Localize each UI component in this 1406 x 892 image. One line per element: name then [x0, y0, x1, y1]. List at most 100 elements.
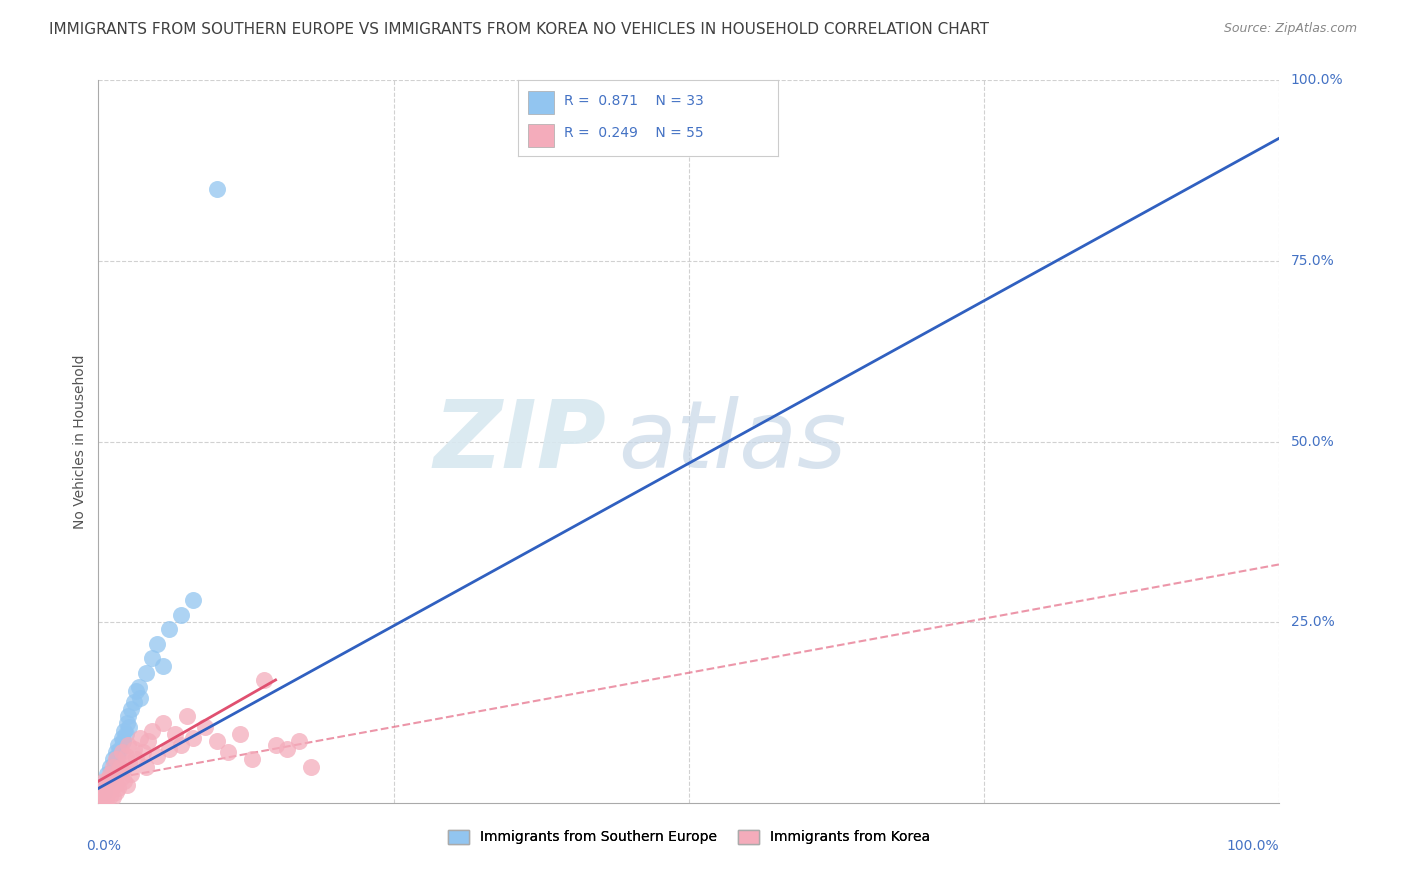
- Point: [105, 745, 128, 759]
- Point: [170, 738, 193, 752]
- Text: 25.0%: 25.0%: [1291, 615, 1334, 629]
- Point: [146, 748, 169, 763]
- Point: [146, 637, 169, 651]
- Text: Source: ZipAtlas.com: Source: ZipAtlas.com: [1223, 22, 1357, 36]
- Point: [107, 738, 129, 752]
- Point: [125, 752, 148, 766]
- Point: [205, 182, 228, 196]
- Point: [105, 767, 128, 781]
- Point: [121, 767, 143, 781]
- Point: [229, 727, 252, 741]
- Point: [217, 745, 239, 759]
- Point: [288, 734, 311, 748]
- Point: [93, 774, 115, 789]
- Point: [132, 745, 155, 759]
- Text: ZIP: ZIP: [433, 395, 606, 488]
- Legend: Immigrants from Southern Europe, Immigrants from Korea: Immigrants from Southern Europe, Immigra…: [443, 824, 935, 850]
- Point: [117, 709, 139, 723]
- Point: [108, 741, 131, 756]
- Point: [103, 774, 125, 789]
- Point: [141, 723, 163, 738]
- Point: [115, 716, 138, 731]
- Point: [100, 771, 122, 785]
- Point: [170, 607, 193, 622]
- Point: [118, 720, 141, 734]
- Point: [101, 790, 124, 805]
- Point: [111, 731, 134, 745]
- Point: [103, 764, 125, 778]
- Point: [276, 741, 298, 756]
- Point: [181, 731, 204, 745]
- Point: [111, 745, 134, 759]
- Point: [157, 741, 180, 756]
- Point: [93, 785, 115, 799]
- Point: [112, 723, 135, 738]
- Text: 75.0%: 75.0%: [1291, 254, 1334, 268]
- Point: [91, 781, 114, 796]
- Point: [93, 789, 115, 803]
- Point: [89, 792, 111, 806]
- Point: [112, 764, 135, 778]
- Y-axis label: No Vehicles in Household: No Vehicles in Household: [73, 354, 87, 529]
- Point: [205, 734, 228, 748]
- Point: [253, 673, 276, 687]
- Point: [101, 752, 124, 766]
- Point: [118, 756, 141, 770]
- Point: [112, 734, 135, 748]
- Point: [128, 680, 150, 694]
- Point: [101, 760, 124, 774]
- Text: IMMIGRANTS FROM SOUTHERN EUROPE VS IMMIGRANTS FROM KOREA NO VEHICLES IN HOUSEHOL: IMMIGRANTS FROM SOUTHERN EUROPE VS IMMIG…: [49, 22, 990, 37]
- Point: [97, 785, 120, 799]
- Text: atlas: atlas: [619, 396, 846, 487]
- Point: [128, 731, 150, 745]
- Point: [98, 760, 121, 774]
- Point: [136, 734, 159, 748]
- Point: [240, 752, 263, 766]
- Point: [90, 785, 112, 799]
- Point: [98, 767, 121, 781]
- Point: [104, 778, 127, 792]
- Text: 0.0%: 0.0%: [87, 838, 121, 853]
- Point: [94, 792, 117, 806]
- Point: [114, 727, 136, 741]
- Point: [97, 774, 120, 789]
- Point: [141, 651, 163, 665]
- Point: [96, 778, 118, 792]
- Point: [299, 760, 322, 774]
- Text: 50.0%: 50.0%: [1291, 434, 1334, 449]
- Point: [112, 774, 135, 789]
- Point: [181, 593, 204, 607]
- Point: [115, 778, 138, 792]
- Point: [117, 738, 139, 752]
- Point: [114, 748, 136, 763]
- Point: [104, 756, 127, 770]
- Point: [108, 760, 131, 774]
- Point: [122, 695, 145, 709]
- Point: [105, 748, 128, 763]
- Point: [157, 623, 180, 637]
- Point: [98, 789, 121, 803]
- Point: [98, 771, 121, 785]
- Point: [105, 785, 128, 799]
- Point: [152, 658, 174, 673]
- Point: [96, 767, 118, 781]
- Point: [107, 781, 129, 796]
- Point: [264, 738, 287, 752]
- Point: [122, 741, 145, 756]
- Point: [91, 778, 114, 792]
- Point: [194, 720, 217, 734]
- Point: [135, 665, 157, 680]
- Point: [105, 752, 128, 766]
- Point: [135, 760, 157, 774]
- Point: [176, 709, 198, 723]
- Point: [152, 716, 174, 731]
- Point: [121, 702, 143, 716]
- Text: 100.0%: 100.0%: [1227, 838, 1279, 853]
- Point: [128, 691, 150, 706]
- Point: [110, 771, 132, 785]
- Point: [165, 727, 187, 741]
- Text: 100.0%: 100.0%: [1291, 73, 1343, 87]
- Point: [125, 683, 148, 698]
- Point: [91, 790, 114, 805]
- Point: [100, 781, 122, 796]
